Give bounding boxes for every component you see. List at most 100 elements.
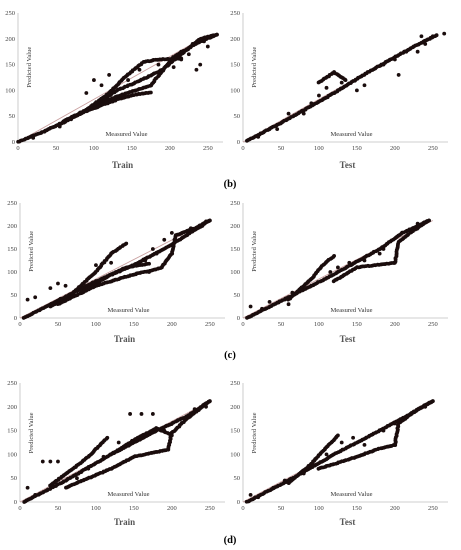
y-tick-label: 50 xyxy=(11,475,18,482)
figure-label-d: (d) xyxy=(224,535,237,546)
data-point xyxy=(267,300,272,304)
y-tick-label: 0 xyxy=(14,315,17,322)
data-point xyxy=(434,33,439,38)
data-point xyxy=(275,127,280,131)
data-point xyxy=(86,466,91,471)
data-point xyxy=(48,286,53,290)
data-point xyxy=(339,80,344,85)
x-tick-label: 100 xyxy=(314,321,324,328)
scatter-panel-3: 0 50 100 150 200 250 0 50 100 150 200 250 Predicted … xyxy=(7,200,225,344)
x-tick-label: 100 xyxy=(91,321,101,328)
data-point xyxy=(411,44,416,49)
scatter-panel-5: 0 50 100 150 200 250 0 50 100 150 200 250 Predicted … xyxy=(7,380,225,527)
data-point xyxy=(190,42,195,46)
data-point xyxy=(396,73,401,77)
x-axis-caption: Train xyxy=(112,160,133,170)
x-tick-label: 200 xyxy=(167,505,177,512)
scatter-panel-2: 0 50 100 150 200 250 0 50 100 150 200 250 Predicted … xyxy=(230,10,448,170)
data-series-3 xyxy=(256,31,447,139)
scatter-panel-1: 0 50 100 150 200 250 0 50 100 150 200 250 Predicted … xyxy=(5,10,223,170)
data-series-5 xyxy=(248,404,428,500)
data-point xyxy=(116,440,121,445)
x-tick-label: 150 xyxy=(352,321,362,328)
data-point xyxy=(351,435,355,440)
data-series-2 xyxy=(286,254,337,302)
x-tick-label: 250 xyxy=(428,145,438,152)
data-point xyxy=(430,399,435,403)
data-point xyxy=(42,129,47,134)
data-point xyxy=(150,247,155,251)
y-tick-label: 0 xyxy=(237,315,240,322)
x-axis-caption: Train xyxy=(114,334,135,344)
data-point xyxy=(207,399,212,403)
data-point xyxy=(198,62,203,67)
x-tick-label: 0 xyxy=(16,145,19,152)
data-point xyxy=(362,83,367,88)
x-tick-label: 0 xyxy=(18,505,21,512)
data-point xyxy=(107,73,112,77)
data-point xyxy=(423,404,428,409)
data-point xyxy=(347,260,352,265)
y-tick-label: 200 xyxy=(230,223,240,230)
y-tick-label: 50 xyxy=(234,113,241,120)
data-point xyxy=(419,34,424,39)
x-tick-label: 50 xyxy=(278,505,285,512)
data-point xyxy=(215,32,219,37)
y-tick-label: 150 xyxy=(7,246,17,253)
x-tick-label: 50 xyxy=(278,321,285,328)
data-point xyxy=(40,459,45,464)
data-point xyxy=(126,78,130,82)
data-point xyxy=(381,62,386,67)
data-point xyxy=(48,459,53,464)
data-point xyxy=(186,52,191,57)
y-tick-label: 100 xyxy=(230,269,240,276)
data-point xyxy=(75,476,79,481)
y-tick-label: 150 xyxy=(230,62,240,69)
data-point xyxy=(328,270,333,274)
x-tick-label: 150 xyxy=(127,145,137,152)
x-tick-label: 0 xyxy=(241,505,244,512)
data-point xyxy=(381,247,386,251)
data-series-2 xyxy=(48,435,110,488)
data-point xyxy=(204,404,208,409)
x-tick-label: 50 xyxy=(278,145,285,152)
x-tick-label: 250 xyxy=(203,145,213,152)
y-tick-label: 100 xyxy=(7,269,17,276)
data-point xyxy=(256,134,261,139)
data-point xyxy=(290,290,295,295)
data-point xyxy=(427,218,431,223)
data-point xyxy=(309,283,314,288)
data-point xyxy=(124,241,129,246)
x-tick-label: 250 xyxy=(428,505,438,512)
data-point xyxy=(150,412,155,416)
y-axis-label: Predicted Value xyxy=(251,231,258,272)
data-point xyxy=(205,44,210,49)
data-point xyxy=(56,281,60,286)
x-tick-label: 50 xyxy=(53,145,60,152)
data-point xyxy=(415,49,420,54)
data-point xyxy=(137,67,142,72)
data-series-3 xyxy=(64,399,212,490)
y-tick-label: 250 xyxy=(230,10,240,17)
y-tick-label: 0 xyxy=(12,139,15,146)
data-point xyxy=(317,93,321,98)
data-point xyxy=(188,226,193,231)
y-tick-label: 250 xyxy=(7,200,17,207)
data-series-4 xyxy=(392,218,431,265)
figure-label-b: (b) xyxy=(224,179,237,190)
inner-x-axis-label: Measured Value xyxy=(331,131,373,138)
scatter-panel-4: 0 50 100 150 200 250 0 50 100 150 200 250 Predicted … xyxy=(230,200,448,344)
y-tick-label: 200 xyxy=(230,404,240,411)
y-tick-label: 100 xyxy=(5,87,15,94)
y-tick-label: 250 xyxy=(230,380,240,387)
x-tick-label: 200 xyxy=(390,505,400,512)
data-point xyxy=(204,219,208,224)
x-tick-label: 200 xyxy=(390,145,400,152)
x-tick-label: 100 xyxy=(314,505,324,512)
data-point xyxy=(381,428,386,433)
data-point xyxy=(324,452,329,457)
data-point xyxy=(309,101,314,106)
data-point xyxy=(171,65,176,70)
data-series-4 xyxy=(57,90,153,126)
data-point xyxy=(256,495,261,500)
